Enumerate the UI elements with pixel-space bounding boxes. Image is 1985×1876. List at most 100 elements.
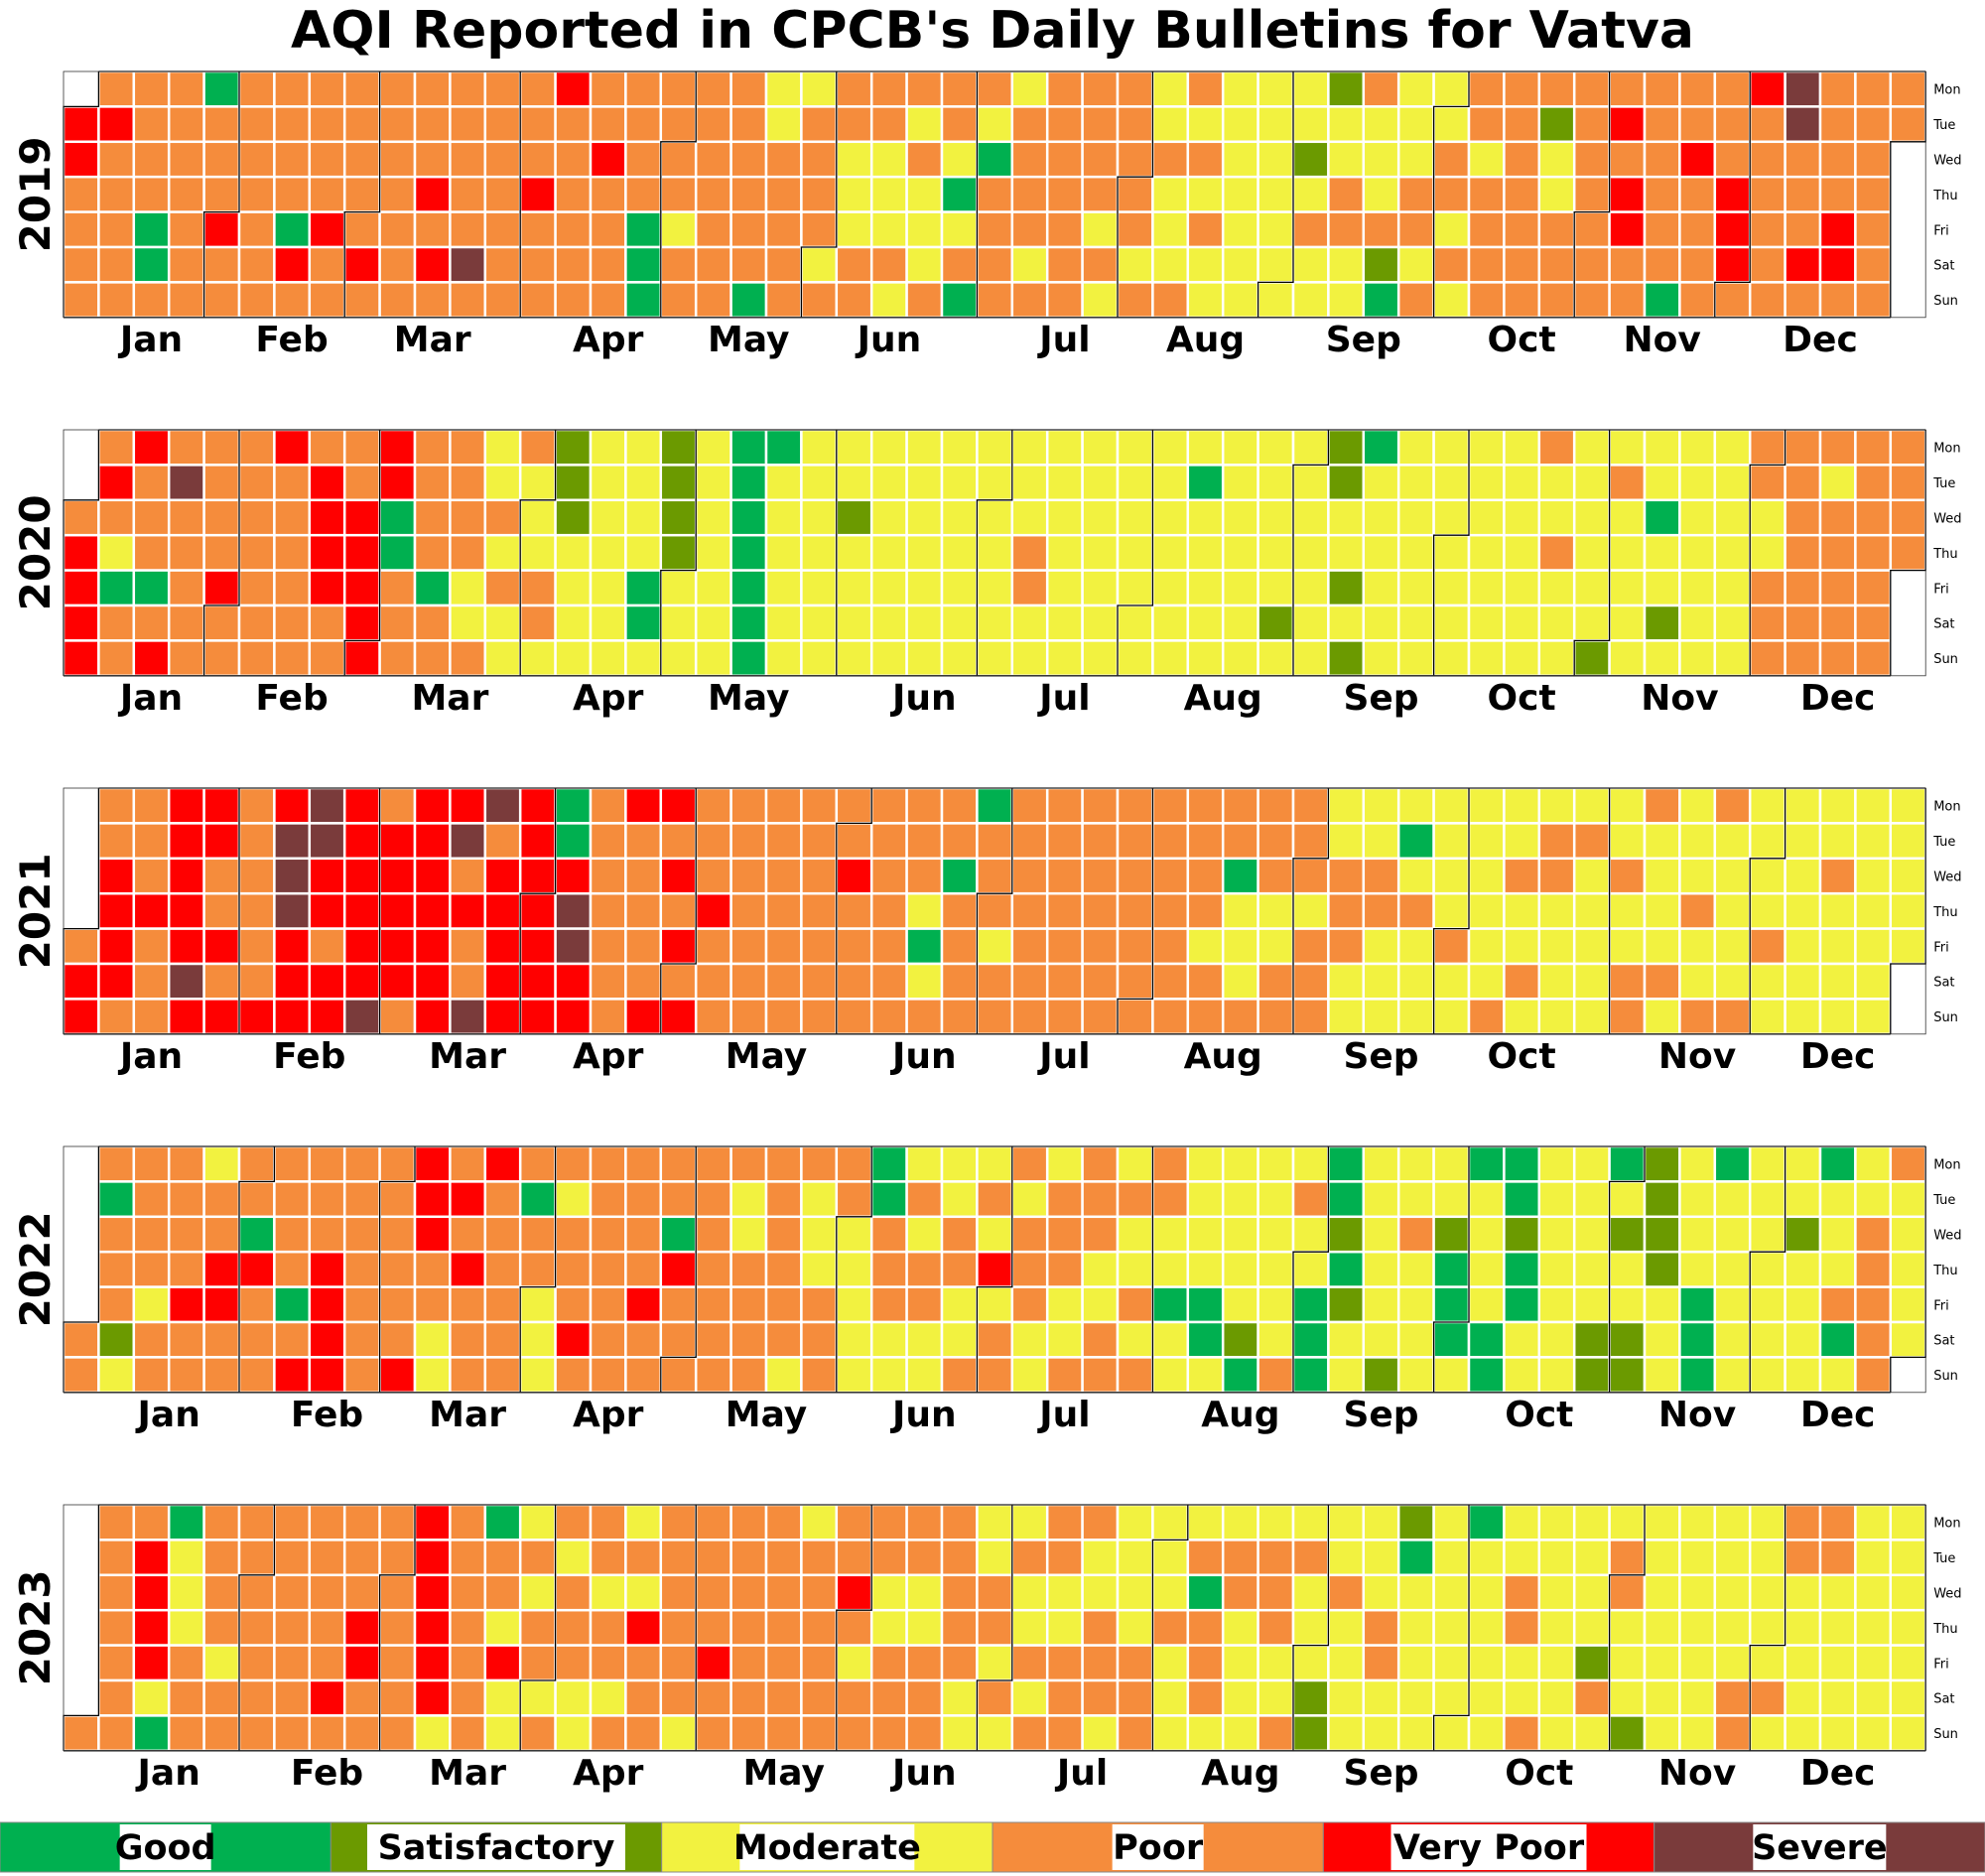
day-cell [1291,1356,1330,1395]
day-cell [237,569,276,607]
day-cell [1608,464,1647,502]
day-cell [1854,927,1893,966]
day-cell [1784,822,1822,861]
day-cell [483,998,522,1036]
legend-label: Poor [1113,1828,1204,1868]
day-cell [764,603,803,642]
day-cell [1537,857,1576,895]
day-cell [1327,1180,1366,1219]
day-cell [1608,1503,1647,1541]
day-cell [1748,822,1786,861]
day-cell [1572,1285,1611,1324]
day-cell [378,533,417,572]
day-cell [449,603,487,642]
day-cell [869,1356,908,1395]
day-cell [167,1573,205,1612]
day-cell [1362,569,1400,607]
day-cell [1713,1144,1752,1183]
day-cell [1151,1573,1190,1612]
day-cell [1572,533,1611,572]
day-cell [132,1608,171,1647]
day-cell [835,1608,873,1647]
day-cell [1467,1285,1506,1324]
day-cell [905,1356,944,1395]
day-cell [1432,639,1471,678]
day-cell [1396,962,1435,1001]
day-cell [624,639,663,678]
day-cell [413,998,452,1036]
day-cell [554,857,593,895]
day-cell [800,569,839,607]
day-cell [518,1539,557,1577]
day-cell [905,428,944,467]
day-cell [869,1215,908,1254]
day-cell [659,569,698,607]
day-cell [202,603,241,642]
day-cell [869,962,908,1001]
day-cell [308,1644,346,1682]
day-cell [308,603,346,642]
day-cell [976,175,1014,213]
day-cell [1327,175,1366,213]
day-cell [1608,140,1647,179]
day-cell [940,105,979,144]
day-cell [1854,533,1893,572]
day-cell [342,175,381,213]
day-cell [1537,927,1576,966]
day-cell [1572,1503,1611,1541]
day-cell [1818,1250,1857,1288]
day-cell [554,1285,593,1324]
day-cell [62,245,100,284]
day-cell [1362,857,1400,895]
weekday-label: Sat [1933,259,1954,274]
day-cell [659,428,698,467]
day-cell [132,69,171,108]
day-cell [1537,1250,1576,1288]
day-cell [800,603,839,642]
day-cell [905,1320,944,1359]
day-cell [1116,1250,1154,1288]
day-cell [1291,639,1330,678]
day-cell [659,1714,698,1753]
weekday-label: Sun [1933,652,1958,667]
legend-item-severe: Severe [1654,1821,1985,1873]
day-cell [1748,1180,1786,1219]
day-cell [1713,281,1752,320]
day-cell [764,1250,803,1288]
day-cell [1467,857,1506,895]
day-cell [764,281,803,320]
day-cell [1467,603,1506,642]
day-cell [554,533,593,572]
day-cell [1045,786,1084,825]
day-cell [800,822,839,861]
day-cell [132,1320,171,1359]
day-cell [1748,105,1786,144]
day-cell [1257,1714,1295,1753]
day-cell [1537,962,1576,1001]
day-cell [518,1503,557,1541]
day-cell [1396,1608,1435,1647]
day-cell [449,533,487,572]
day-cell [308,1678,346,1717]
day-cell [237,1250,276,1288]
day-cell [97,140,136,179]
day-cell [1432,786,1471,825]
day-cell [1257,1539,1295,1577]
day-cell [1748,998,1786,1036]
day-cell [835,1285,873,1324]
day-cells [62,428,1927,678]
day-cell [1748,1678,1786,1717]
day-cell [1503,498,1541,537]
day-cell [1503,1320,1541,1359]
weekday-label: Sun [1933,1369,1958,1384]
day-cell [97,927,136,966]
panel-frame [63,70,1926,319]
day-cell [1257,498,1295,537]
day-cell [273,69,312,108]
day-cell [413,1608,452,1647]
day-cell [800,69,839,108]
day-cell [1362,533,1400,572]
day-cell [1643,1644,1681,1682]
day-cell [1116,428,1154,467]
day-cell [1432,498,1471,537]
